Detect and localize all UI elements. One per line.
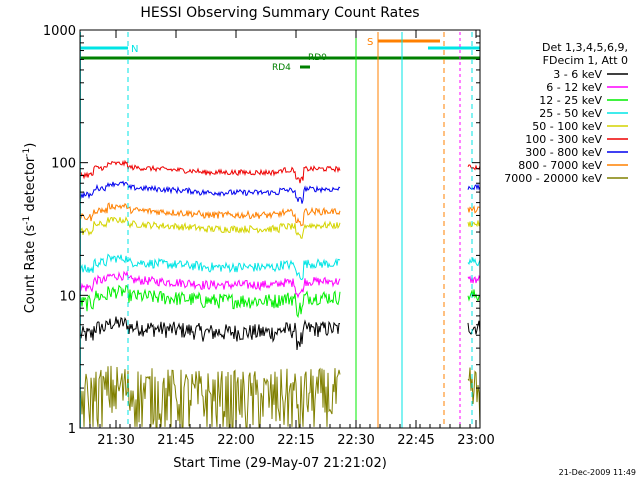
x-tick-label: 21:30 — [97, 433, 134, 448]
legend-entry-label: 50 - 100 keV — [532, 120, 602, 133]
legend-entry-label: 6 - 12 keV — [546, 81, 602, 94]
rd4-flag-label: RD4 — [272, 63, 291, 73]
y-label-part2: detector — [23, 156, 38, 216]
legend-entry-label: 12 - 25 keV — [539, 94, 602, 107]
series-line-3-6 — [79, 316, 481, 351]
footer-timestamp: 21-Dec-2009 11:49 — [559, 468, 636, 477]
y-tick-label: 10 — [59, 289, 76, 304]
x-tick-label: 22:30 — [337, 433, 374, 448]
legend-header: FDecim 1, Att 0 — [543, 54, 628, 67]
series-line-300-800 — [79, 180, 481, 204]
y-label-sup1: -1 — [22, 216, 32, 225]
chart-title: HESSI Observing Summary Count Rates — [140, 5, 419, 21]
legend-header: Det 1,3,4,5,6,9, — [542, 41, 628, 54]
saa-flag-label: S — [367, 37, 373, 48]
legend-entry-label: 300 - 800 keV — [525, 146, 602, 159]
rd0-flag-label: RD0 — [308, 53, 327, 63]
legend-entry-label: 7000 - 20000 keV — [504, 172, 602, 185]
x-tick-label: 22:00 — [217, 433, 254, 448]
series-line-50-100 — [79, 216, 481, 239]
legend: Det 1,3,4,5,6,9,FDecim 1, Att 03 - 6 keV… — [504, 41, 628, 185]
legend-entry-label: 3 - 6 keV — [553, 68, 602, 81]
legend-entry-label: 100 - 300 keV — [525, 133, 602, 146]
series-line-6-12 — [79, 270, 481, 299]
series-line-800-7000 — [79, 202, 481, 227]
legend-entry-label: 800 - 7000 keV — [518, 159, 602, 172]
series-line-12-25 — [79, 284, 481, 319]
x-tick-label: 21:45 — [157, 433, 194, 448]
y-tick-label: 1000 — [43, 24, 76, 39]
axes: 21:30 21:45 22:00 22:15 22:30 22:45 23:00 1 10 10… — [43, 24, 495, 448]
plot-area — [79, 159, 481, 428]
x-tick-label: 22:15 — [277, 433, 314, 448]
night-flag-label: N — [131, 44, 138, 55]
x-tick-label: 22:45 — [397, 433, 434, 448]
y-label-sup2: -1 — [22, 148, 32, 157]
y-tick-label: 1 — [68, 422, 76, 437]
observing-flags: N S RD0 RD4 — [79, 32, 480, 428]
y-axis-label: Count Rate (s-1 detector-1) — [22, 143, 38, 314]
y-tick-label: 100 — [51, 157, 76, 172]
x-axis-label: Start Time (29-May-07 21:21:02) — [173, 456, 387, 471]
series-line-25-50 — [79, 253, 481, 281]
series-line-100-300 — [79, 159, 481, 184]
series-line-7000-20000 — [79, 365, 481, 428]
y-label-part3: ) — [23, 143, 38, 148]
x-tick-label: 23:00 — [457, 433, 494, 448]
plot-frame — [79, 29, 481, 429]
y-label-part1: Count Rate (s — [23, 225, 38, 314]
legend-entry-label: 25 - 50 keV — [539, 107, 602, 120]
